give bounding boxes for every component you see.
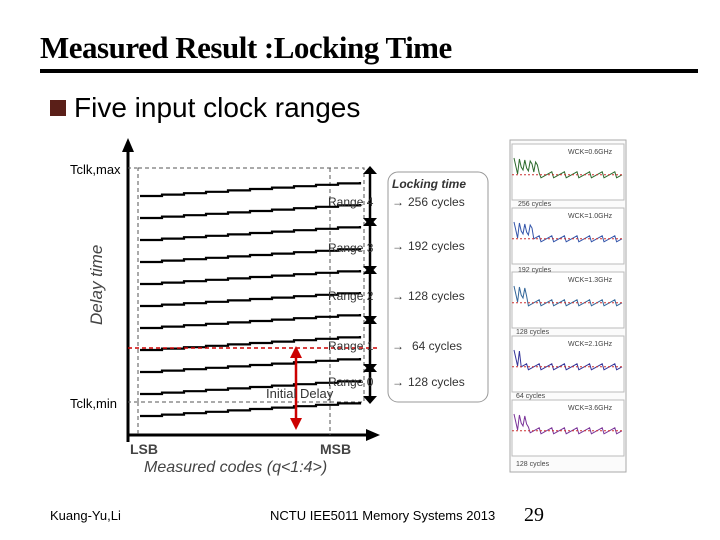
waveform-panel — [511, 335, 625, 393]
staircase-ramp — [140, 226, 362, 242]
waveform-trace — [513, 413, 623, 435]
panel-1-freq: WCK=1.0GHz — [568, 213, 613, 220]
page-number: 29 — [524, 504, 544, 526]
grid-box — [137, 167, 365, 403]
svg-text:→: → — [392, 239, 404, 253]
initial-delay-label: Initial Delay — [266, 386, 334, 401]
measured-waveforms: WCK=0.6GHz 256 cycles WCK=1.0GHz 192 cyc… — [509, 139, 627, 473]
x-left-label: LSB — [130, 441, 158, 457]
square-bullet-icon — [50, 100, 66, 116]
x-axis-arrow-icon — [366, 429, 380, 441]
staircase-ramp — [140, 270, 362, 286]
staircase-ramp — [140, 402, 362, 418]
waveform-trace — [513, 285, 623, 307]
range-3-cycles: 192 cycles — [408, 239, 465, 253]
panel-2-freq: WCK=1.3GHz — [568, 277, 613, 284]
svg-text:→: → — [392, 289, 404, 303]
staircase-ramp — [140, 204, 362, 220]
y-axis-label: Delay time — [87, 245, 106, 325]
panel-3-freq: WCK=2.1GHz — [568, 341, 613, 348]
delay-staircases — [140, 182, 362, 418]
staircase-ramp — [140, 182, 362, 198]
waveform-panel — [511, 207, 625, 265]
range-0-label: Range 0 — [328, 375, 374, 389]
range-4-label: Range 4 — [328, 195, 374, 209]
staircase-ramp — [140, 292, 362, 308]
x-right-label: MSB — [320, 441, 351, 457]
range-4-cycles: 256 cycles — [408, 195, 465, 209]
range-0-cycles: 128 cycles — [408, 375, 465, 389]
waveform-trace — [513, 349, 623, 371]
svg-text:→: → — [392, 375, 404, 389]
panel-0-freq: WCK=0.6GHz — [568, 149, 613, 156]
svg-text:→: → — [392, 339, 404, 353]
panel-4-lock: 128 cycles — [516, 461, 550, 468]
locking-time-box — [387, 171, 489, 403]
waveform-trace — [513, 157, 623, 179]
range-markers — [363, 166, 377, 404]
panel-2-lock: 128 cycles — [516, 329, 550, 336]
bullet-item: Five input clock ranges — [50, 92, 360, 124]
panel-4-freq: WCK=3.6GHz — [568, 405, 613, 412]
range-2-label: Range 2 — [328, 289, 374, 303]
y-bottom-label: Tclk,min — [70, 396, 117, 411]
staircase-ramp — [140, 248, 362, 264]
panel-3-lock: 64 cycles — [516, 393, 546, 400]
range-2-cycles: 128 cycles — [408, 289, 465, 303]
waveform-panel — [511, 271, 625, 329]
staircase-ramp — [140, 358, 362, 374]
y-top-label: Tclk,max — [70, 162, 121, 177]
locking-diagram: Tclk,max Tclk,min Delay time LSB MSB Mea… — [70, 138, 489, 476]
waveform-panel — [511, 143, 625, 201]
staircase-ramp — [140, 314, 362, 330]
title-underline — [40, 69, 698, 73]
panel-1-lock: 192 cycles — [518, 267, 552, 274]
svg-text:→: → — [392, 195, 404, 209]
range-3-label: Range 3 — [328, 241, 374, 255]
panel-0-lock: 256 cycles — [518, 201, 552, 208]
waveform-panel — [511, 399, 625, 457]
range-1-label: Range 1 — [328, 339, 374, 353]
range-1-cycles: 64 cycles — [412, 339, 462, 353]
bullet-text: Five input clock ranges — [74, 92, 361, 123]
slide-title: Measured Result :Locking Time — [40, 30, 452, 65]
staircase-ramp — [140, 380, 362, 396]
y-axis-arrow-icon — [122, 138, 134, 152]
locking-time-header: Locking time — [392, 177, 466, 191]
x-axis-label: Measured codes (q<1:4>) — [144, 459, 327, 476]
waveform-trace — [513, 221, 623, 243]
footer-author: Kuang-Yu,Li — [50, 508, 121, 523]
footer-course: NCTU IEE5011 Memory Systems 2013 — [270, 508, 496, 523]
